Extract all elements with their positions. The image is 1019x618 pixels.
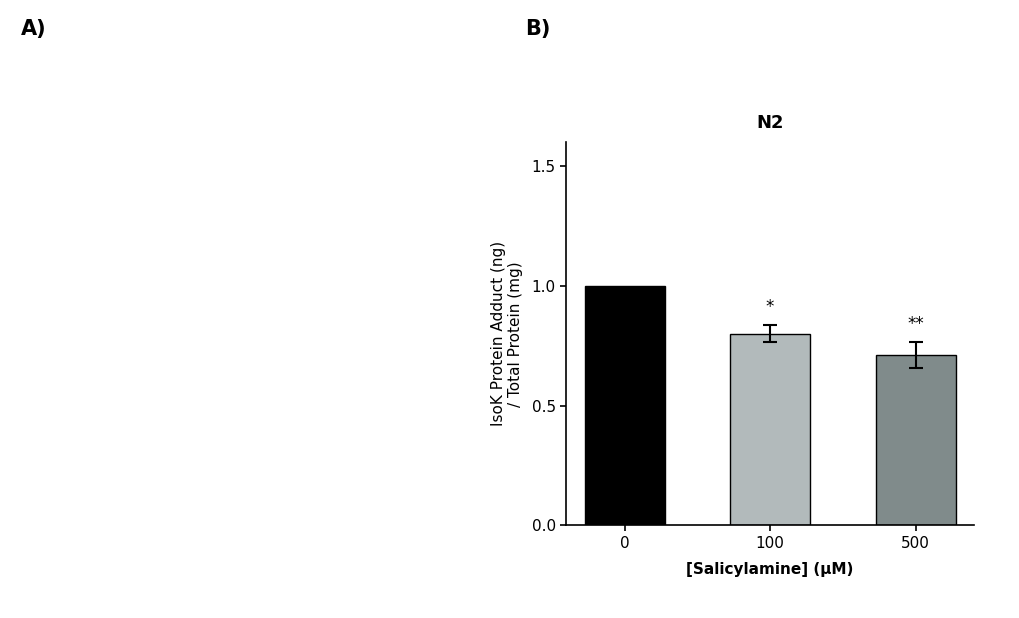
Text: A): A) <box>20 19 46 38</box>
Bar <box>874 355 955 525</box>
Text: *: * <box>765 298 773 316</box>
Y-axis label: IsoK Protein Adduct (ng)
/ Total Protein (mg): IsoK Protein Adduct (ng) / Total Protein… <box>490 241 523 426</box>
Text: B): B) <box>525 19 550 38</box>
Text: **: ** <box>906 315 923 332</box>
Bar <box>730 334 809 525</box>
X-axis label: [Salicylamine] (μM): [Salicylamine] (μM) <box>686 562 853 577</box>
Title: N2: N2 <box>756 114 783 132</box>
Bar <box>584 286 664 525</box>
